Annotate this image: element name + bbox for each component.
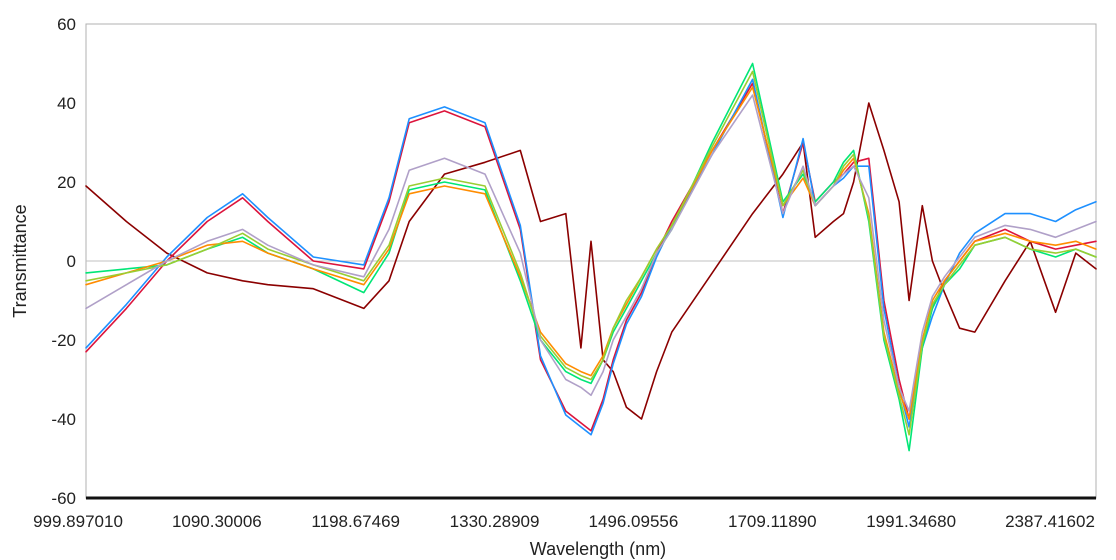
- x-tick-label: 999.897010: [33, 512, 123, 531]
- x-axis-title: Wavelength (nm): [530, 539, 666, 559]
- y-tick-label: -20: [51, 331, 76, 350]
- x-tick-labels: 999.897010 1090.30006 1198.67469 1330.28909…: [33, 512, 1095, 531]
- x-tick-label: 1090.30006: [172, 512, 262, 531]
- series-line-7: [85, 94, 1097, 412]
- series-group: [85, 62, 1097, 452]
- x-tick-label: 2387.41602: [1005, 512, 1095, 531]
- y-axis-title: Transmittance: [10, 204, 30, 317]
- y-tick-label: -60: [51, 489, 76, 508]
- y-tick-label: -40: [51, 410, 76, 429]
- x-tick-label: 1991.34680: [866, 512, 956, 531]
- x-tick-label: 1330.28909: [450, 512, 540, 531]
- x-tick-label: 1496.09556: [589, 512, 679, 531]
- y-tick-labels: 60 40 20 0 -20 -40 -60: [51, 15, 76, 508]
- y-tick-label: 0: [67, 252, 76, 271]
- y-tick-label: 20: [57, 173, 76, 192]
- y-tick-label: 40: [57, 94, 76, 113]
- y-tick-label: 60: [57, 15, 76, 34]
- series-line-6: [85, 70, 1097, 436]
- x-tick-label: 1709.11890: [728, 512, 817, 531]
- x-tick-label: 1198.67469: [311, 512, 400, 531]
